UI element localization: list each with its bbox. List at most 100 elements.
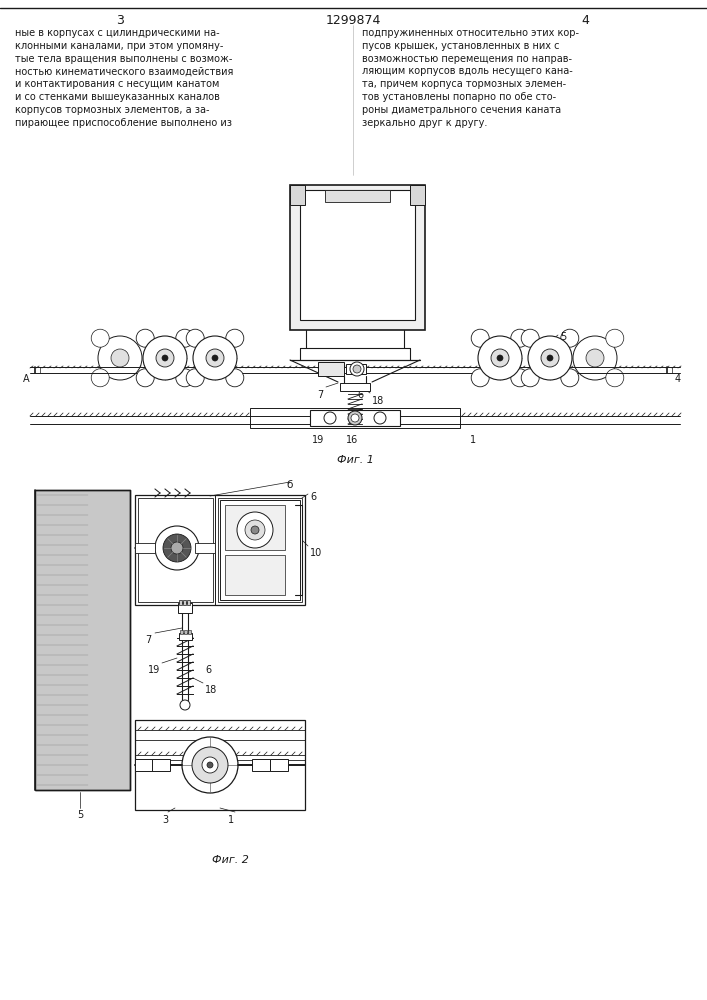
- Circle shape: [510, 369, 529, 387]
- Circle shape: [91, 329, 109, 347]
- Circle shape: [192, 747, 228, 783]
- Bar: [138, 498, 213, 602]
- Bar: [318, 362, 344, 376]
- Bar: [218, 498, 302, 602]
- Circle shape: [541, 349, 559, 367]
- Circle shape: [212, 355, 218, 361]
- Bar: [179, 600, 182, 605]
- Bar: [310, 410, 400, 426]
- Text: Фиг. 1: Фиг. 1: [337, 455, 373, 465]
- Circle shape: [573, 336, 617, 380]
- Text: 7: 7: [317, 390, 323, 400]
- Text: 7: 7: [145, 635, 151, 645]
- Circle shape: [374, 412, 386, 424]
- Text: 5: 5: [560, 332, 566, 342]
- Circle shape: [251, 526, 259, 534]
- Circle shape: [143, 336, 187, 380]
- Circle shape: [111, 349, 129, 367]
- Text: 6: 6: [310, 492, 316, 502]
- Circle shape: [350, 362, 364, 376]
- Circle shape: [561, 329, 579, 347]
- Bar: [225, 505, 285, 550]
- Text: A: A: [23, 374, 30, 384]
- Circle shape: [98, 336, 142, 380]
- Circle shape: [471, 369, 489, 387]
- Text: 5: 5: [77, 810, 83, 820]
- Circle shape: [353, 365, 361, 373]
- Circle shape: [245, 520, 265, 540]
- Text: 6: 6: [357, 390, 363, 400]
- Bar: [188, 630, 191, 634]
- Circle shape: [206, 349, 224, 367]
- Bar: [300, 190, 415, 320]
- Circle shape: [528, 336, 572, 380]
- Circle shape: [156, 349, 174, 367]
- Circle shape: [471, 329, 489, 347]
- Circle shape: [207, 762, 213, 768]
- Bar: [325, 190, 390, 202]
- Circle shape: [193, 336, 237, 380]
- Text: 4: 4: [675, 374, 681, 384]
- Circle shape: [171, 542, 183, 554]
- Bar: [250, 408, 460, 428]
- Circle shape: [180, 700, 190, 710]
- Circle shape: [155, 526, 199, 570]
- Circle shape: [348, 411, 362, 425]
- Bar: [135, 495, 305, 605]
- Text: б: б: [287, 480, 293, 490]
- Text: 18: 18: [205, 685, 217, 695]
- Bar: [270, 759, 288, 771]
- Text: 4: 4: [150, 525, 156, 535]
- Text: 19: 19: [312, 435, 324, 445]
- Circle shape: [547, 355, 553, 361]
- Bar: [183, 600, 186, 605]
- Bar: [252, 759, 270, 771]
- Bar: [135, 759, 153, 771]
- Bar: [290, 185, 425, 330]
- Circle shape: [163, 534, 191, 562]
- Bar: [135, 720, 305, 810]
- Circle shape: [176, 369, 194, 387]
- Bar: [290, 185, 305, 205]
- Text: 19: 19: [148, 665, 160, 675]
- Circle shape: [136, 329, 154, 347]
- Circle shape: [521, 329, 539, 347]
- Text: 6: 6: [205, 665, 211, 675]
- Text: ные в корпусах с цилиндрическими на-
клонными каналами, при этом упомяну-
тые те: ные в корпусах с цилиндрическими на- кло…: [15, 28, 233, 128]
- Bar: [225, 555, 285, 595]
- Bar: [220, 500, 300, 600]
- Circle shape: [491, 349, 509, 367]
- Text: Фиг. 2: Фиг. 2: [211, 855, 248, 865]
- Circle shape: [91, 369, 109, 387]
- Text: 16: 16: [346, 435, 358, 445]
- Text: подпружиненных относительно этих кор-
пусов крышек, установленных в них с
возмож: подпружиненных относительно этих кор- пу…: [362, 28, 579, 128]
- Text: 10: 10: [310, 548, 322, 558]
- Text: 4: 4: [581, 13, 589, 26]
- Bar: [180, 630, 183, 634]
- Bar: [410, 185, 425, 205]
- Circle shape: [324, 412, 336, 424]
- Circle shape: [521, 369, 539, 387]
- Bar: [152, 759, 170, 771]
- Bar: [346, 364, 366, 374]
- Circle shape: [202, 757, 218, 773]
- Circle shape: [186, 329, 204, 347]
- Circle shape: [351, 414, 359, 422]
- Text: 1: 1: [470, 435, 476, 445]
- Circle shape: [237, 512, 273, 548]
- Bar: [179, 633, 192, 640]
- Circle shape: [497, 355, 503, 361]
- Circle shape: [561, 369, 579, 387]
- Bar: [178, 603, 192, 613]
- Bar: [187, 600, 190, 605]
- Circle shape: [182, 737, 238, 793]
- Text: 18: 18: [372, 396, 384, 406]
- Circle shape: [510, 329, 529, 347]
- Circle shape: [226, 369, 244, 387]
- Text: 3: 3: [116, 13, 124, 26]
- Circle shape: [586, 349, 604, 367]
- Circle shape: [606, 329, 624, 347]
- Text: 1: 1: [228, 815, 234, 825]
- Circle shape: [226, 329, 244, 347]
- Circle shape: [176, 329, 194, 347]
